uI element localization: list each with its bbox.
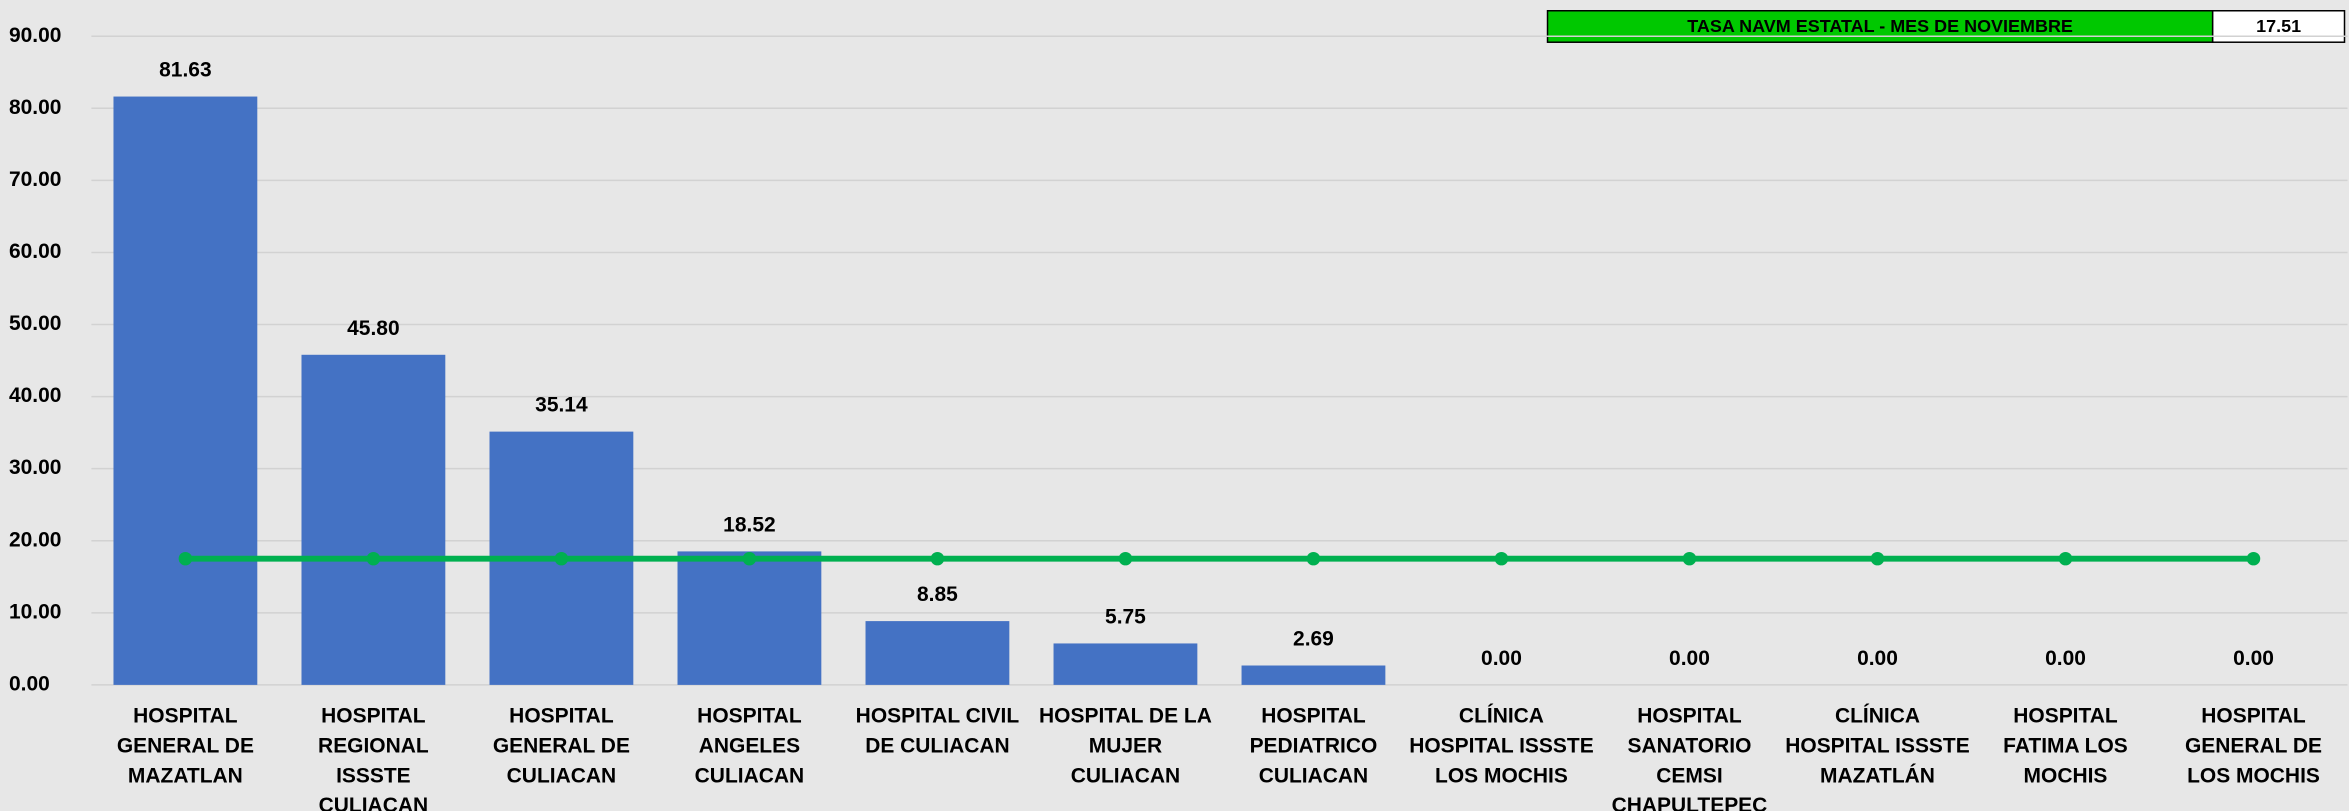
- label-line: ISSSTE: [336, 764, 411, 787]
- label-line: ANGELES: [699, 734, 800, 757]
- data-label: 8.85: [917, 583, 958, 606]
- bar: [113, 96, 258, 685]
- x-tick-label: HOSPITAL GENERAL DE CULIACAN: [493, 704, 630, 787]
- label-line: FATIMA LOS: [2003, 734, 2128, 757]
- line-marker: [2058, 551, 2073, 566]
- label-line: MAZATLAN: [128, 764, 243, 787]
- y-tick-label: 50.00: [9, 312, 61, 335]
- y-tick-label: 80.00: [9, 96, 61, 119]
- line-marker: [1870, 551, 1885, 566]
- bar: [677, 551, 822, 685]
- x-tick-label: HOSPITAL GENERAL DE MAZATLAN: [117, 704, 254, 787]
- y-tick-label: 90.00: [9, 24, 61, 47]
- x-tick-label: HOSPITAL REGIONAL ISSSTE CULIACAN: [318, 704, 429, 811]
- data-label: 45.80: [347, 317, 399, 340]
- line-marker: [366, 551, 381, 566]
- legend-box: [1546, 10, 2214, 43]
- data-label: 81.63: [159, 59, 211, 82]
- label-line: MUJER: [1089, 734, 1162, 757]
- line-marker: [742, 551, 757, 566]
- data-label: 0.00: [2233, 647, 2274, 670]
- label-line: HOSPITAL ISSSTE: [1785, 734, 1969, 757]
- data-label: 0.00: [1481, 647, 1522, 670]
- label-line: HOSPITAL: [2201, 704, 2306, 727]
- data-label: 0.00: [2045, 647, 2086, 670]
- line-marker: [1118, 551, 1133, 566]
- label-line: MOCHIS: [2024, 764, 2108, 787]
- label-line: LOS MOCHIS: [1435, 764, 1568, 787]
- y-tick-label: 60.00: [9, 240, 61, 263]
- label-line: CULIACAN: [695, 764, 805, 787]
- label-line: LOS MOCHIS: [2187, 764, 2320, 787]
- label-line: HOSPITAL: [1637, 704, 1742, 727]
- y-tick-label: 70.00: [9, 168, 61, 191]
- label-line: HOSPITAL: [133, 704, 238, 727]
- label-line: HOSPITAL: [509, 704, 614, 727]
- label-line: CLÍNICA: [1459, 704, 1544, 727]
- y-tick-label: 10.00: [9, 600, 61, 623]
- legend-label: TASA NAVM ESTATAL - MES DE NOVIEMBRE: [1687, 16, 2073, 36]
- legend-value: 17.51: [2256, 16, 2301, 36]
- label-line: REGIONAL: [318, 734, 429, 757]
- label-line: CULIACAN: [1259, 764, 1369, 787]
- y-tick-label: 0.00: [9, 672, 50, 695]
- bar: [865, 621, 1010, 685]
- label-line: HOSPITAL CIVIL: [856, 704, 1020, 727]
- label-line: CULIACAN: [1071, 764, 1181, 787]
- bar: [1241, 665, 1386, 685]
- label-line: CULIACAN: [507, 764, 616, 787]
- label-line: HOSPITAL: [321, 704, 426, 727]
- x-tick-label: HOSPITAL FATIMA LOS MOCHIS: [2003, 704, 2128, 787]
- label-line: GENERAL DE: [117, 734, 254, 757]
- line-marker: [1682, 551, 1697, 566]
- label-line: HOSPITAL: [2013, 704, 2118, 727]
- label-line: PEDIATRICO: [1250, 734, 1378, 757]
- x-tick-label: HOSPITAL GENERAL DE LOS MOCHIS: [2185, 704, 2322, 787]
- label-line: HOSPITAL: [697, 704, 802, 727]
- bar: [1053, 643, 1198, 685]
- label-line: SANATORIO: [1628, 734, 1752, 757]
- x-tick-label: CLÍNICA HOSPITAL ISSSTE MAZATLÁN: [1785, 704, 1969, 787]
- x-tick-label: CLÍNICA HOSPITAL ISSSTE LOS MOCHIS: [1409, 704, 1593, 787]
- legend-value-box: [2211, 10, 2346, 43]
- x-tick-label: HOSPITAL CIVIL DE CULIACAN: [856, 704, 1020, 757]
- label-line: CHAPULTEPEC: [1612, 794, 1768, 811]
- data-label: 0.00: [1857, 647, 1898, 670]
- label-line: MAZATLÁN: [1820, 764, 1935, 787]
- data-label: 35.14: [535, 394, 588, 417]
- line-marker: [554, 551, 569, 566]
- label-line: GENERAL DE: [2185, 734, 2322, 757]
- x-tick-label: HOSPITAL PEDIATRICO CULIACAN: [1250, 704, 1378, 787]
- line-marker: [1306, 551, 1321, 566]
- label-line: CEMSI: [1656, 764, 1722, 787]
- label-line: HOSPITAL ISSSTE: [1409, 734, 1593, 757]
- line-marker: [1494, 551, 1509, 566]
- label-line: CULIACAN: [319, 794, 429, 811]
- label-line: DE CULIACAN: [865, 734, 1009, 757]
- y-tick-label: 20.00: [9, 528, 61, 551]
- label-line: GENERAL DE: [493, 734, 630, 757]
- line-marker: [930, 551, 945, 566]
- line-marker: [178, 551, 193, 566]
- y-tick-label: 30.00: [9, 456, 61, 479]
- x-tick-label: HOSPITAL DE LA MUJER CULIACAN: [1039, 704, 1212, 787]
- bar: [301, 354, 446, 685]
- data-label: 5.75: [1105, 606, 1146, 629]
- data-label: 0.00: [1669, 647, 1710, 670]
- data-label: 18.52: [723, 513, 775, 536]
- x-tick-label: HOSPITAL ANGELES CULIACAN: [695, 704, 805, 787]
- label-line: HOSPITAL DE LA: [1039, 704, 1212, 727]
- y-tick-label: 40.00: [9, 384, 61, 407]
- label-line: CLÍNICA: [1835, 704, 1920, 727]
- x-tick-label: HOSPITAL SANATORIO CEMSI CHAPULTEPEC: [1612, 704, 1768, 811]
- data-label: 2.69: [1293, 628, 1334, 651]
- line-marker: [2246, 551, 2261, 566]
- label-line: HOSPITAL: [1261, 704, 1366, 727]
